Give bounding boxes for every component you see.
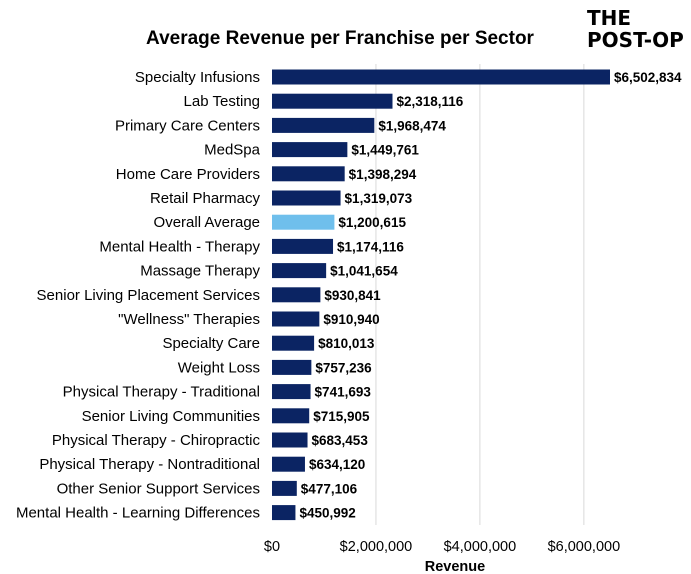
value-label: $2,318,116 <box>396 94 463 109</box>
value-label: $634,120 <box>309 457 365 472</box>
bar <box>272 142 348 158</box>
value-label: $450,992 <box>299 506 355 521</box>
category-label: Physical Therapy - Traditional <box>63 384 260 401</box>
category-label: Lab Testing <box>184 93 260 110</box>
category-label: Weight Loss <box>178 359 260 376</box>
bar <box>272 311 320 327</box>
value-label: $741,693 <box>315 385 372 400</box>
x-tick-label: $6,000,000 <box>548 539 621 555</box>
value-label: $1,041,654 <box>330 264 398 279</box>
category-labels: Specialty Infusions Lab Testing Primary Ca… <box>16 69 261 522</box>
value-label: $1,398,294 <box>349 167 417 182</box>
value-label: $1,174,116 <box>337 239 404 254</box>
bar <box>272 166 345 182</box>
bar <box>272 335 315 351</box>
category-label: Mental Health - Therapy <box>99 238 260 255</box>
category-label: MedSpa <box>204 142 261 159</box>
category-label: Mental Health - Learning Differences <box>16 505 260 522</box>
category-label: Physical Therapy - Nontraditional <box>39 456 260 473</box>
bar <box>272 238 334 254</box>
value-label: $930,841 <box>324 288 381 303</box>
bar <box>272 408 310 424</box>
category-label: Senior Living Communities <box>82 408 260 425</box>
category-label: Overall Average <box>154 214 260 231</box>
bar <box>272 93 393 109</box>
value-label: $715,905 <box>313 409 370 424</box>
bar <box>272 287 321 303</box>
bar <box>272 190 341 206</box>
value-label: $910,940 <box>323 312 379 327</box>
bar <box>272 117 375 133</box>
chart-title: Average Revenue per Franchise per Sector <box>146 28 535 49</box>
x-axis-title: Revenue <box>425 559 485 574</box>
value-label: $1,200,615 <box>338 215 406 230</box>
value-label: $477,106 <box>301 481 358 496</box>
bar <box>272 432 308 448</box>
value-label: $1,319,073 <box>345 191 413 206</box>
category-label: Home Care Providers <box>116 166 260 183</box>
value-label: $1,968,474 <box>378 118 446 133</box>
bar-highlight <box>272 214 335 230</box>
category-label: Specialty Infusions <box>135 69 260 86</box>
brand-logo: THE POST-OP <box>587 6 684 52</box>
bar <box>272 359 312 375</box>
value-label: $757,236 <box>315 360 372 375</box>
logo-line-1: THE <box>587 6 631 30</box>
value-label: $6,502,834 <box>614 70 682 85</box>
bar <box>272 505 296 521</box>
bar <box>272 263 327 279</box>
bar <box>272 384 311 400</box>
category-label: Physical Therapy - Chiropractic <box>52 432 261 449</box>
value-labels: $6,502,834 $2,318,116 $1,968,474 $1,449,761… <box>299 70 682 521</box>
x-tick-label: $0 <box>264 539 280 555</box>
category-label: Specialty Care <box>162 335 260 352</box>
category-label: "Wellness" Therapies <box>118 311 260 328</box>
gridlines <box>375 64 585 525</box>
category-label: Massage Therapy <box>140 263 260 280</box>
x-tick-label: $4,000,000 <box>444 539 517 555</box>
bars <box>272 69 610 521</box>
value-label: $1,449,761 <box>351 143 419 158</box>
bar <box>272 456 305 472</box>
category-label: Other Senior Support Services <box>57 480 260 497</box>
category-label: Primary Care Centers <box>115 117 260 134</box>
category-label: Retail Pharmacy <box>150 190 261 207</box>
logo-line-2: POST-OP <box>587 28 684 52</box>
value-label: $810,013 <box>318 336 375 351</box>
value-label: $683,453 <box>312 433 369 448</box>
bar <box>272 69 610 85</box>
category-label: Senior Living Placement Services <box>37 287 260 304</box>
bar <box>272 480 297 496</box>
x-axis-ticks: $0 $2,000,000 $4,000,000 $6,000,000 <box>264 539 620 555</box>
x-tick-label: $2,000,000 <box>340 539 413 555</box>
